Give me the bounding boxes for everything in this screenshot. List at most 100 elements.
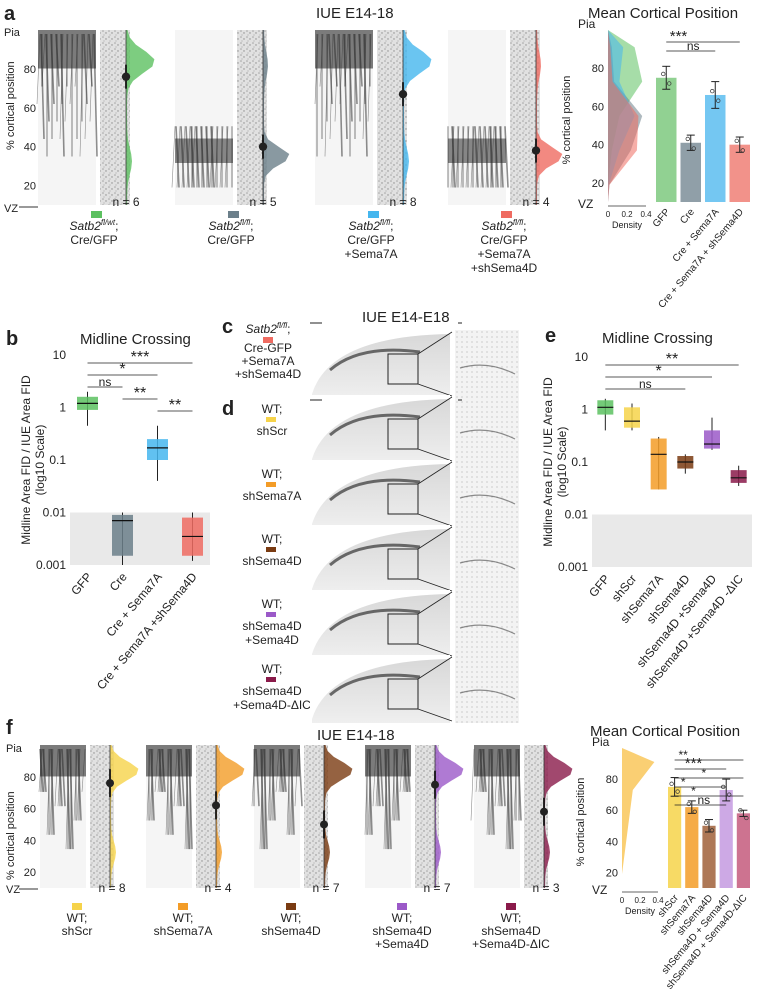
panel-f-legend-line-0-1: shScr xyxy=(62,924,93,938)
panel-d-row-3-slice-axon-tract xyxy=(329,608,421,632)
panel-f-n-3: n = 7 xyxy=(423,881,450,895)
panel-d-row-0-slice-axon-tract xyxy=(329,413,421,437)
chart-a-bar-3 xyxy=(729,144,750,202)
chart-a-ytick-40: 40 xyxy=(592,140,604,152)
panel-d-row-1-slice-zoom xyxy=(455,460,519,528)
chart-b-box-1 xyxy=(112,514,133,556)
chart-a-pia: Pia xyxy=(578,17,596,31)
panel-f-n-2: n = 7 xyxy=(312,881,339,895)
panel-f-legend-line-2-0: WT; xyxy=(281,911,302,925)
panel-c-slice-inset-box xyxy=(387,353,419,385)
chart-f-point-a-0 xyxy=(669,781,674,786)
chart-a-xtick-0: GFP xyxy=(651,207,673,230)
panel-d-row-3-slice-inset-line-bot xyxy=(417,643,453,657)
chart-f-ytick-60: 60 xyxy=(606,805,618,817)
panel-a-legend-label-0: Satb2fl/wt; xyxy=(70,218,119,233)
panel-a-pia: Pia xyxy=(4,27,21,39)
panel-d-row-2-slice-inset-line-top xyxy=(417,526,453,550)
chart-e-ytick-0.01: 0.01 xyxy=(565,508,589,522)
panel-a-legend-label-1: Satb2fl/fl; xyxy=(209,218,254,233)
panel-d-row-3-line2: shSema4D xyxy=(242,619,302,633)
panel-a-legend-line-2-1: +Sema7A xyxy=(344,247,397,261)
panel-a-tick-60: 60 xyxy=(24,103,36,115)
chart-f-sig-4: * xyxy=(691,784,696,798)
panel-d-row-3-slice-zoom xyxy=(455,590,519,658)
chart-f-point-b-4 xyxy=(744,815,749,821)
panel-c-slice-inset-line-bot xyxy=(417,383,453,397)
panel-d-row-3-line1: WT; xyxy=(262,597,283,611)
chart-b-sig-2: ns xyxy=(99,375,112,389)
chart-a-bar-1 xyxy=(680,142,701,202)
chart-e-ytick-10: 10 xyxy=(575,350,589,364)
panel-d-row-4-slice-inset-box xyxy=(387,678,419,710)
panel-a-legend-italic-0: Satb2 xyxy=(70,219,102,233)
chart-b-sig-3: ** xyxy=(134,385,146,402)
panel-f-yaxis-label: % cortical position xyxy=(5,791,17,880)
panel-d-row-1-line1: WT; xyxy=(262,467,283,481)
panel-a-legend-swatch-3 xyxy=(501,211,512,218)
panel-b-title: Midline Crossing xyxy=(80,331,191,348)
panel-a-legend-swatch-0 xyxy=(91,211,102,218)
chart-b-xtick-1: Cre xyxy=(107,570,130,594)
chart-e-ytick-1: 1 xyxy=(581,403,588,417)
panel-d-row-3-line3: +Sema4D xyxy=(245,633,299,647)
panel-d-row-2-swatch xyxy=(266,547,276,552)
panel-d-row-3-slice-inset-line-top xyxy=(417,591,453,615)
panel-f-n-1: n = 4 xyxy=(204,881,231,895)
chart-f-bar-0 xyxy=(668,786,682,888)
panel-a-legend-italic-3: Satb2 xyxy=(482,219,514,233)
panel-d-row-0-slice-zoom xyxy=(455,395,519,463)
panel-c-swatch xyxy=(263,337,273,343)
chart-f-density-tick-1: 0.2 xyxy=(634,896,646,905)
chart-b-box-2 xyxy=(147,439,168,460)
panel-f-fiber-14-21 xyxy=(470,748,475,821)
panel-d-row-2-slice-inset-box xyxy=(387,548,419,580)
panel-d-row-1-slice-zoom-fibers xyxy=(459,494,516,505)
panel-a-title: IUE E14-18 xyxy=(316,5,394,22)
panel-a-fiber-1-12 xyxy=(171,126,176,188)
panel-f-pia: Pia xyxy=(6,743,23,755)
panel-cd-rows: Satb2fl/fl; Cre-GFP+Sema7A+shSema4D WT; shS… xyxy=(233,321,519,723)
chart-a-mean-cortical-position: Pia VZ % cortical position 20 40 60 80 0 0.2 0.4D… xyxy=(561,17,750,311)
chart-b-ytick-0.1: 0.1 xyxy=(49,453,66,467)
panel-c-slice-zoom xyxy=(455,330,519,398)
panel-a-violin-3 xyxy=(536,30,563,205)
chart-e-ylabel2: (log10 Scale) xyxy=(555,427,569,498)
chart-f-ylabel: % cortical position xyxy=(575,778,587,867)
panel-f-legend-line-4-1: shSema4D xyxy=(481,924,541,938)
panel-a-dense-band-3 xyxy=(448,138,506,163)
panel-a-violin-2 xyxy=(403,30,432,205)
chart-e-box-1 xyxy=(624,407,640,428)
panel-d-row-0-swatch xyxy=(266,417,276,422)
panel-a-legend-rest-3: ; xyxy=(523,219,526,233)
panel-a-legend-line-3-0: Cre/GFP xyxy=(480,233,527,247)
panel-c-line-0: Cre-GFP xyxy=(244,341,292,355)
panel-f-mean-dot-0 xyxy=(106,779,114,788)
panel-d-row-1-swatch xyxy=(266,482,276,487)
panel-a-right-title: Mean Cortical Position xyxy=(588,5,738,22)
panel-f-ticks: 80 60 40 20 xyxy=(19,772,38,890)
panel-a-legend-line-3-2: +shSema4D xyxy=(471,261,538,275)
panel-c-line-2: +shSema4D xyxy=(235,367,302,381)
panel-d-row-4-line1: WT; xyxy=(262,662,283,676)
panel-c-slice-axon-tract xyxy=(329,348,421,372)
chart-f-density-tick-0: 0 xyxy=(620,896,625,905)
panel-a-legend-label-2: Satb2fl/fl; xyxy=(349,218,394,233)
panel-a-n-1: n = 5 xyxy=(249,195,276,209)
chart-a-bar-0 xyxy=(656,77,677,202)
chart-a-point-b-1 xyxy=(691,146,696,151)
panel-d-row-0-slice-inset-line-bot xyxy=(417,448,453,462)
chart-b-ylabel2: (log10 Scale) xyxy=(33,425,47,496)
chart-f-density-tick-2: 0.4 xyxy=(652,896,664,905)
chart-e-ytick-0.001: 0.001 xyxy=(558,560,588,574)
panel-a-n-2: n = 8 xyxy=(389,195,416,209)
panel-e-title: Midline Crossing xyxy=(602,330,713,347)
panel-a-cell-density-1 xyxy=(237,30,267,205)
panel-f-legend-line-1-1: shSema7A xyxy=(154,924,213,938)
panel-d-row-4-slice-inset-line-top xyxy=(417,656,453,680)
panel-d-row-4-swatch xyxy=(266,677,276,682)
chart-b-ytick-0.01: 0.01 xyxy=(43,506,67,520)
panel-a-legend-sup-0: fl/wt xyxy=(101,218,116,227)
panel-f-mean-dot-2 xyxy=(320,820,328,829)
